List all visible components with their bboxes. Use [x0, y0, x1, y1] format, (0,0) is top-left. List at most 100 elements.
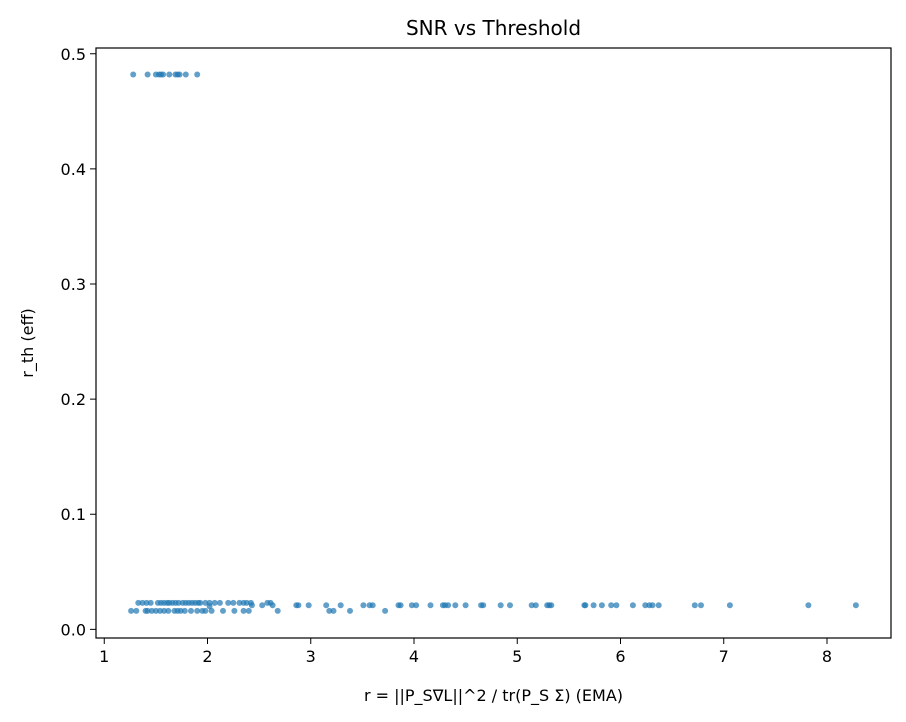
data-point — [445, 602, 452, 609]
data-point — [248, 602, 255, 609]
data-point — [245, 607, 252, 614]
data-point — [497, 602, 504, 609]
data-point — [243, 599, 250, 606]
x-axis-ticks: 1 2 3 4 5 6 7 8 — [99, 638, 832, 666]
data-point — [161, 607, 168, 614]
data-point — [590, 602, 597, 609]
data-point — [347, 607, 353, 614]
data-point — [236, 599, 243, 606]
data-point — [194, 71, 201, 78]
data-point — [143, 599, 150, 606]
data-point — [507, 602, 513, 609]
data-point — [274, 607, 281, 614]
x-axis-label: r = ||P_S∇L||^2 / tr(P_S Σ) (EMA) — [364, 686, 623, 706]
y-tick-label: 0.0 — [61, 620, 86, 639]
data-point — [691, 602, 698, 609]
data-point — [360, 602, 367, 609]
data-point — [649, 602, 656, 609]
data-point — [148, 607, 155, 614]
data-point — [211, 599, 218, 606]
x-tick-label: 5 — [512, 647, 522, 666]
data-point — [240, 607, 247, 614]
data-point — [152, 607, 159, 614]
data-point — [259, 602, 266, 609]
data-point — [147, 599, 154, 606]
data-point — [144, 71, 151, 78]
x-tick-label: 3 — [306, 647, 316, 666]
data-point — [225, 599, 232, 606]
data-point — [427, 602, 434, 609]
data-point — [269, 602, 276, 609]
y-axis-label: r_th (eff) — [18, 308, 38, 377]
data-point — [726, 602, 733, 609]
data-point — [202, 599, 209, 606]
data-point — [160, 71, 167, 78]
y-tick-label: 0.4 — [61, 160, 86, 179]
x-tick-label: 8 — [822, 647, 832, 666]
chart-title: SNR vs Threshold — [406, 16, 581, 40]
data-point — [629, 602, 636, 609]
data-point — [175, 599, 182, 606]
x-tick-label: 2 — [202, 647, 212, 666]
data-point — [202, 607, 209, 614]
data-point — [157, 607, 163, 614]
data-point — [532, 602, 539, 609]
data-point — [408, 602, 415, 609]
data-point — [176, 71, 183, 78]
data-point — [805, 602, 812, 609]
data-point — [528, 602, 535, 609]
data-point — [337, 602, 344, 609]
data-point — [220, 607, 226, 614]
data-point — [194, 607, 201, 614]
data-point — [216, 599, 223, 606]
data-point — [613, 602, 620, 609]
data-point — [852, 602, 859, 609]
data-point — [305, 602, 312, 609]
data-point — [231, 607, 238, 614]
data-point — [181, 607, 188, 614]
plot-frame — [95, 47, 892, 639]
data-point — [655, 602, 662, 609]
data-point — [230, 599, 237, 606]
data-point — [598, 602, 605, 609]
data-point — [413, 602, 420, 609]
data-point — [326, 607, 333, 614]
data-point — [330, 607, 337, 614]
data-point — [128, 607, 135, 614]
data-point — [452, 602, 459, 609]
y-tick-label: 0.5 — [61, 45, 86, 64]
data-point — [698, 602, 704, 609]
data-point — [182, 71, 189, 78]
data-point — [139, 599, 146, 606]
data-point — [208, 607, 215, 614]
data-points — [128, 71, 859, 614]
data-point — [608, 602, 615, 609]
y-tick-label: 0.2 — [61, 390, 86, 409]
data-point — [462, 602, 469, 609]
data-point — [206, 603, 213, 610]
data-point — [295, 602, 302, 609]
data-point — [323, 602, 330, 609]
x-tick-label: 4 — [409, 647, 419, 666]
data-point — [397, 602, 404, 609]
x-tick-label: 1 — [99, 647, 109, 666]
x-tick-label: 6 — [615, 647, 625, 666]
data-point — [642, 602, 649, 609]
y-axis-ticks: 0.0 0.1 0.2 0.3 0.4 0.5 — [61, 45, 96, 639]
data-point — [165, 607, 172, 614]
data-point — [166, 71, 173, 78]
data-point — [144, 607, 151, 614]
y-tick-label: 0.1 — [61, 505, 86, 524]
data-point — [197, 599, 204, 606]
data-point — [188, 607, 194, 614]
data-point — [480, 602, 487, 609]
data-point — [130, 71, 137, 78]
data-point — [133, 607, 140, 614]
data-point — [177, 607, 184, 614]
x-tick-label: 7 — [719, 647, 729, 666]
data-point — [382, 607, 389, 614]
data-point — [369, 602, 376, 609]
data-point — [548, 602, 555, 609]
data-point — [135, 599, 142, 606]
